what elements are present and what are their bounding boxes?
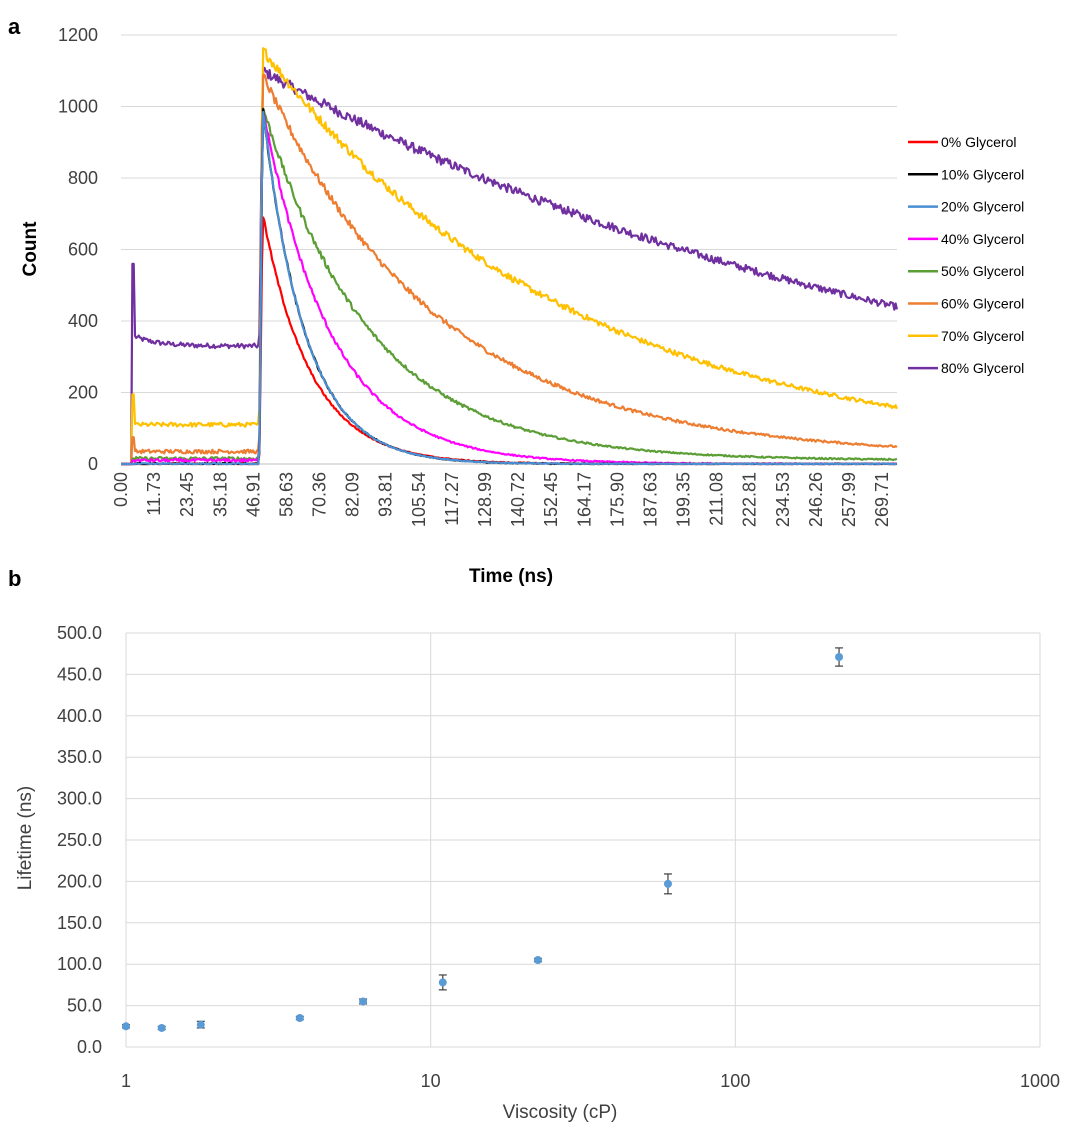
chart-a-y-tick-label: 0: [88, 454, 98, 474]
chart-a-legend-label: 70% Glycerol: [941, 328, 1024, 344]
chart-b-data-point: [196, 1020, 205, 1029]
chart-a-x-tick-label: 152.45: [541, 472, 561, 527]
chart-a-x-tick-label: 269.71: [872, 472, 892, 527]
chart-a-x-tick-label: 11.73: [144, 472, 164, 516]
chart-a-y-tick-label: 800: [68, 168, 98, 188]
chart-a-legend-label: 0% Glycerol: [941, 134, 1016, 150]
chart-a-series-line: [121, 66, 898, 466]
chart-a-gridlines: [121, 34, 897, 465]
panel-a-letter: a: [8, 14, 21, 39]
chart-a-series-line: [121, 47, 898, 466]
chart-a-legend-label: 60% Glycerol: [941, 296, 1024, 312]
chart-b-x-tick-label: 1000: [1020, 1071, 1060, 1091]
chart-b-x-tick-label: 100: [720, 1071, 750, 1091]
chart-b-marker: [438, 978, 447, 987]
chart-a-x-tick-label: 128.99: [475, 472, 495, 527]
chart-b-marker: [533, 956, 542, 965]
chart-b-marker: [295, 1014, 304, 1023]
chart-a-x-tick-label: 82.09: [343, 472, 363, 517]
chart-b-y-ticks: 0.0 50.0 100.0 150.0 200.0 250.0 300.0 350.0 400…: [57, 623, 102, 1057]
chart-a-x-tick-label: 105.54: [409, 472, 429, 527]
chart-b-marker: [122, 1022, 130, 1031]
chart-a-x-tick-label: 35.18: [210, 472, 230, 517]
chart-a-x-tick-label: 246.26: [806, 472, 826, 527]
chart-a-y-tick-label: 600: [68, 240, 98, 260]
chart-a-x-tick-label: 46.91: [243, 472, 263, 517]
chart-a-x-tick-label: 140.72: [508, 472, 528, 527]
chart-b-marker: [359, 997, 368, 1006]
chart-a-x-tick-label: 93.81: [376, 472, 396, 517]
chart-b-y-tick-label: 100.0: [57, 954, 102, 974]
chart-b-y-tick-label: 450.0: [57, 664, 102, 684]
chart-b-data-point: [835, 647, 844, 667]
chart-a-x-tick-label: 187.63: [640, 472, 660, 527]
chart-b: 0.0 50.0 100.0 150.0 200.0 250.0 300.0 350.0 400…: [15, 623, 1060, 1123]
chart-b-data-point: [122, 1022, 130, 1031]
chart-b-data-point: [533, 956, 542, 965]
chart-a-x-tick-label: 199.35: [674, 472, 694, 527]
chart-a-x-axis-title: Time (ns): [469, 566, 553, 587]
chart-a-series-line: [121, 109, 898, 466]
chart-b-gridlines: [125, 632, 1041, 1048]
chart-a-x-tick-label: 117.27: [442, 472, 462, 526]
chart-b-data-point: [438, 974, 447, 991]
chart-b-data-point: [157, 1023, 166, 1032]
chart-b-marker: [663, 879, 672, 888]
chart-a-legend-label: 10% Glycerol: [941, 166, 1024, 182]
chart-a-legend-label: 40% Glycerol: [941, 231, 1024, 247]
chart-a-y-ticks: 0 200 400 600 800 1000 1200: [58, 25, 98, 474]
chart-b-points: [122, 647, 844, 1032]
chart-b-data-point: [295, 1014, 304, 1023]
chart-b-y-tick-label: 50.0: [67, 996, 102, 1016]
chart-b-x-tick-label: 10: [421, 1071, 441, 1091]
chart-a-series-line: [121, 73, 898, 466]
chart-b-y-tick-label: 500.0: [57, 623, 102, 643]
chart-a-x-tick-label: 175.90: [607, 472, 627, 527]
chart-b-marker: [835, 653, 844, 662]
chart-a-x-tick-label: 0.00: [111, 472, 131, 507]
chart-b-y-tick-label: 0.0: [77, 1037, 102, 1057]
panel-b-letter: b: [8, 566, 21, 591]
chart-b-y-tick-label: 300.0: [57, 789, 102, 809]
chart-b-x-tick-label: 1: [121, 1071, 131, 1091]
chart-b-y-tick-label: 350.0: [57, 747, 102, 767]
chart-a-y-tick-label: 1000: [58, 97, 98, 117]
chart-a-series-line: [121, 110, 898, 466]
chart-a-y-tick-label: 200: [68, 383, 98, 403]
chart-b-y-tick-label: 400.0: [57, 706, 102, 726]
chart-b-marker: [157, 1023, 166, 1032]
chart-a-y-axis-title: Count: [20, 221, 41, 277]
chart-b-x-ticks: 1 10 100 1000: [121, 1071, 1060, 1091]
chart-b-data-point: [359, 997, 368, 1006]
chart-b-marker: [196, 1020, 205, 1029]
chart-a-y-tick-label: 400: [68, 311, 98, 331]
chart-b-y-tick-label: 250.0: [57, 830, 102, 850]
chart-b-y-tick-label: 150.0: [57, 913, 102, 933]
chart-a-series: [121, 47, 898, 466]
chart-a-x-tick-label: 23.45: [177, 472, 197, 517]
chart-a-legend-label: 50% Glycerol: [941, 263, 1024, 279]
chart-a-x-ticks: 0.00 11.73 23.45 35.18 46.91 58.63 70.36 82.09 9…: [111, 472, 892, 527]
chart-a-series-line: [121, 216, 898, 466]
chart-b-y-axis-title: Lifetime (ns): [15, 786, 36, 891]
chart-a-legend: 0% Glycerol 10% Glycerol 20% Glycerol 40% G…: [908, 134, 1024, 376]
chart-a-legend-label: 20% Glycerol: [941, 199, 1024, 215]
chart-a-y-tick-label: 1200: [58, 25, 98, 45]
chart-a-x-tick-label: 164.17: [574, 472, 594, 527]
chart-a-x-tick-label: 58.63: [276, 472, 296, 517]
chart-b-data-point: [663, 873, 672, 895]
chart-a-x-tick-label: 257.99: [839, 472, 859, 527]
chart-b-x-axis-title: Viscosity (cP): [503, 1102, 618, 1123]
chart-a-series-line: [121, 108, 897, 466]
chart-a-legend-label: 80% Glycerol: [941, 360, 1024, 376]
chart-a-x-tick-label: 211.08: [707, 472, 727, 526]
chart-a: 0 200 400 600 800 1000 1200 0.00 11.73 23.45 35.1…: [20, 25, 1024, 587]
chart-a-x-tick-label: 222.81: [740, 472, 760, 527]
chart-a-series-line: [121, 107, 898, 466]
chart-b-y-tick-label: 200.0: [57, 871, 102, 891]
chart-a-x-tick-label: 70.36: [310, 472, 330, 517]
chart-a-x-tick-label: 234.53: [773, 472, 793, 527]
